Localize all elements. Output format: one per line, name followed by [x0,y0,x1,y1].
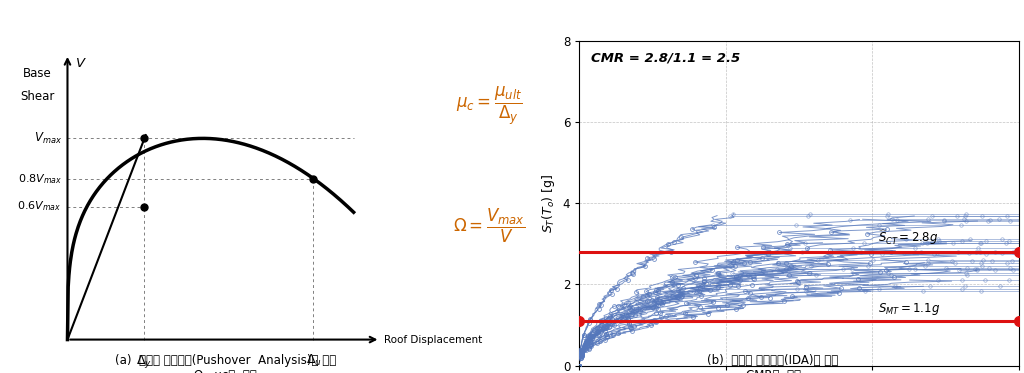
Text: $S_{MT} = 1.1g$: $S_{MT} = 1.1g$ [879,301,940,317]
Text: CMR의  산정: CMR의 산정 [745,369,801,373]
Text: Base: Base [23,67,51,80]
Text: $V$: $V$ [75,57,87,70]
Y-axis label: $S_T(T_o)$ [g]: $S_T(T_o)$ [g] [541,173,557,233]
Text: $0.8V_{max}$: $0.8V_{max}$ [17,172,61,185]
Text: CMR = 2.8/1.1 = 2.5: CMR = 2.8/1.1 = 2.5 [591,51,740,64]
Text: $V_{max}$: $V_{max}$ [34,131,61,146]
Text: $\Omega = \dfrac{V_{max}}{V}$: $\Omega = \dfrac{V_{max}}{V}$ [453,207,525,245]
Text: $\Delta_u$: $\Delta_u$ [305,352,322,368]
Text: $0.6V_{max}$: $0.6V_{max}$ [17,200,61,213]
Text: Ω,  μᴄ의  산정: Ω, μᴄ의 산정 [194,369,257,373]
Text: (b)  비선형 동적해석(IDA)을 통한: (b) 비선형 동적해석(IDA)을 통한 [708,354,839,367]
Text: (a)  비선형 정적해석(Pushover  Analysis)을 통한: (a) 비선형 정적해석(Pushover Analysis)을 통한 [115,354,336,367]
Text: Roof Displacement: Roof Displacement [384,335,482,345]
Text: $\Delta_y$: $\Delta_y$ [136,352,152,370]
Text: $\widehat{S}_{CT} = 2.8g$: $\widehat{S}_{CT} = 2.8g$ [879,228,939,247]
Text: $\mu_c = \dfrac{\mu_{ult}}{\Delta_y}$: $\mu_c = \dfrac{\mu_{ult}}{\Delta_y}$ [456,85,522,127]
Text: Shear: Shear [19,90,54,103]
